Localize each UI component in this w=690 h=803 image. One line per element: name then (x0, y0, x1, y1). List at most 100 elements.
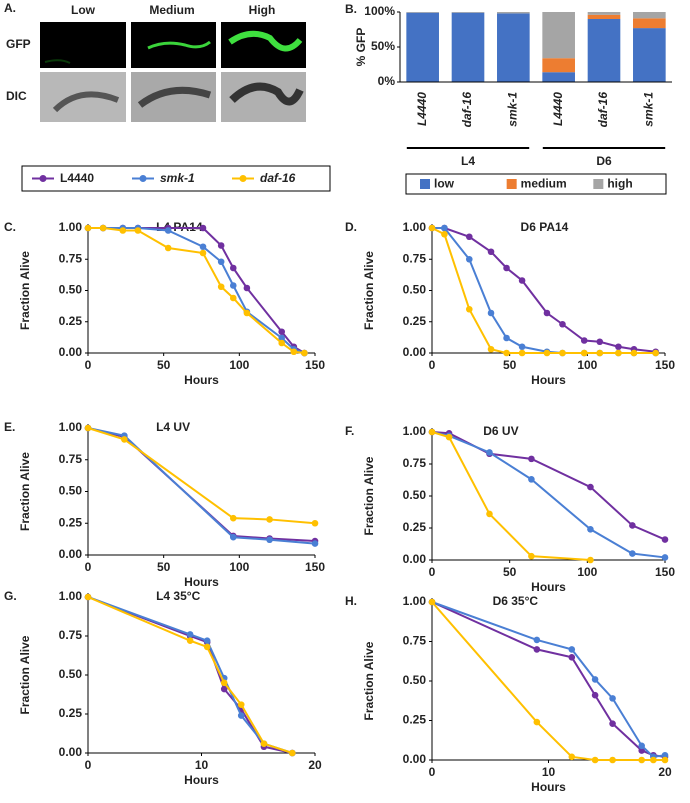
x-tick-label: 0 (85, 560, 92, 574)
point (486, 510, 493, 518)
point (84, 593, 92, 601)
y-tick-label: 1.00 (403, 220, 427, 234)
y-tick-label: 0.25 (59, 706, 83, 720)
series-line (431, 431, 666, 559)
y-tick-label: 0.75 (59, 628, 83, 642)
point (278, 328, 286, 336)
point (568, 654, 576, 661)
x-axis-label: Hours (531, 373, 566, 387)
y-tick-label: 1.00 (59, 220, 83, 234)
dic-image (131, 72, 216, 122)
chart-title: L4 35°C (156, 589, 200, 603)
point (596, 338, 604, 346)
bar-segment (497, 13, 530, 82)
point (441, 224, 448, 232)
x-tick-label: 100 (577, 565, 597, 579)
y-tick-label: 0.75 (403, 634, 427, 648)
panel-label: G. (4, 589, 17, 603)
point (229, 533, 237, 541)
panel-label: C. (4, 220, 16, 234)
x-tick-label: 150 (655, 358, 675, 372)
point (609, 756, 616, 764)
point (533, 636, 541, 644)
x-tick-label: 10 (542, 765, 556, 779)
bar-segment (633, 28, 666, 83)
bar-legend: low medium high (405, 173, 667, 195)
point (638, 756, 645, 764)
legend-label: low (434, 177, 455, 191)
series-line (87, 427, 316, 543)
legend-swatch (506, 179, 517, 189)
legend-label: medium (521, 177, 567, 191)
x-axis-label: Hours (531, 580, 566, 594)
y-axis-label: Fraction Alive (18, 635, 32, 714)
y-tick-label: 0.00 (403, 345, 427, 359)
worm (52, 91, 120, 113)
worm-glow (44, 59, 71, 64)
chart-title: D6 35°C (493, 594, 539, 608)
y-tick-label: 1.00 (59, 589, 83, 603)
point (119, 227, 127, 234)
point (266, 516, 273, 523)
row-label: DIC (6, 89, 27, 103)
point (615, 349, 622, 357)
worm (137, 86, 212, 108)
y-tick-label: 0.00 (59, 547, 83, 561)
point (311, 519, 319, 527)
point (441, 230, 448, 238)
y-tick-label: 0.25 (403, 314, 427, 328)
legend-marker (39, 175, 47, 182)
point (428, 428, 436, 436)
point (84, 224, 92, 232)
point (186, 637, 194, 644)
panel-label: B. (345, 2, 357, 16)
series-line (431, 227, 656, 354)
bar-segment (542, 12, 575, 59)
series-line (432, 227, 656, 354)
point (290, 348, 298, 356)
series-line (87, 596, 293, 754)
point (217, 242, 225, 249)
point (428, 224, 436, 232)
bar-segment (587, 19, 621, 82)
x-tick-label: 100 (229, 560, 249, 574)
y-tick-label: 0.50 (59, 667, 83, 681)
x-tick-label: 50 (503, 358, 517, 372)
x-tick-label: 50 (503, 565, 517, 579)
bar-segment (542, 72, 575, 82)
series-line (431, 431, 591, 561)
chart-title: D6 PA14 (521, 220, 569, 234)
point (199, 224, 207, 232)
legend-label: daf-16 (260, 171, 296, 185)
worm-glow (147, 40, 211, 50)
point (650, 756, 657, 764)
x-tick-label: 100 (229, 358, 249, 372)
point (229, 282, 237, 289)
point (199, 243, 207, 251)
point (630, 349, 638, 357)
point (587, 525, 594, 533)
panel-label: H. (345, 594, 357, 608)
x-tick-label: smk-1 (642, 92, 656, 127)
series-line (432, 227, 656, 353)
y-tick-label: 0.00 (59, 345, 83, 359)
legend-swatch (593, 179, 604, 189)
point (503, 349, 510, 357)
x-tick-label: smk-1 (506, 92, 520, 127)
point (243, 309, 251, 317)
column-label: Low (71, 3, 96, 17)
point (217, 258, 225, 266)
y-tick-label: 1.00 (59, 420, 83, 434)
point (528, 552, 535, 560)
chart-title: D6 UV (483, 424, 518, 438)
point (587, 556, 594, 564)
y-axis-label: % GFP (354, 28, 368, 67)
point (134, 227, 142, 234)
panel-a: A. Low Medium High GFP DIC (4, 1, 306, 122)
x-tick-label: 150 (305, 358, 325, 372)
x-tick-label: L4440 (415, 92, 429, 126)
point (591, 756, 599, 764)
y-tick-label: 0.00 (403, 752, 427, 766)
column-label: High (249, 3, 276, 17)
point (503, 264, 510, 272)
